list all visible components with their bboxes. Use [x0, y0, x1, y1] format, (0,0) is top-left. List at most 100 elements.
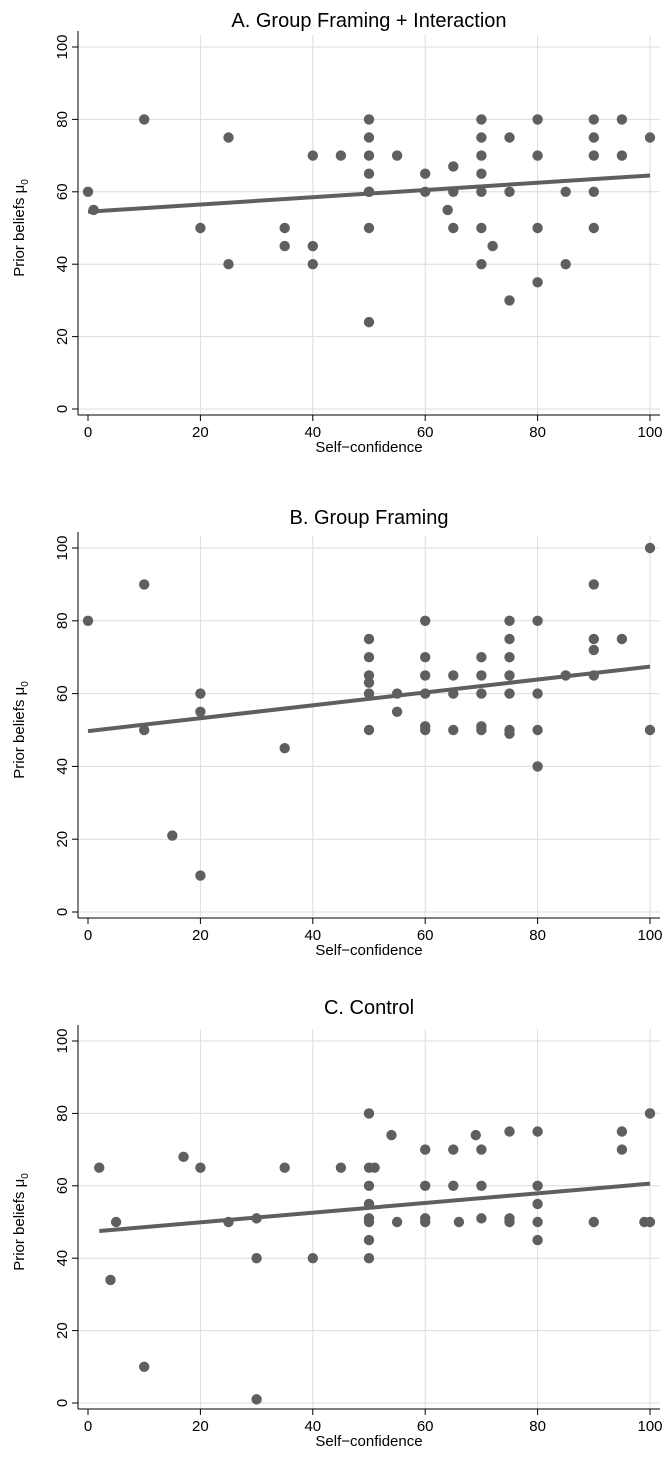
data-point	[195, 870, 205, 880]
data-point	[178, 1152, 188, 1162]
data-point	[448, 1144, 458, 1154]
y-tick-label: 0	[54, 1399, 71, 1407]
data-point	[364, 169, 374, 179]
data-point	[392, 707, 402, 717]
data-point	[420, 169, 430, 179]
y-axis-label-subscript: 0	[20, 681, 31, 687]
data-point	[589, 114, 599, 124]
data-point	[476, 114, 486, 124]
data-point	[476, 652, 486, 662]
data-point	[504, 1126, 514, 1136]
data-point	[195, 223, 205, 233]
data-point	[420, 1181, 430, 1191]
y-tick-label: 0	[54, 908, 71, 916]
y-axis-label-text: Prior beliefs μ	[11, 687, 28, 779]
data-point	[280, 223, 290, 233]
data-point	[645, 725, 655, 735]
data-point	[364, 725, 374, 735]
data-point	[476, 670, 486, 680]
data-point	[364, 1181, 374, 1191]
data-point	[532, 688, 542, 698]
data-point	[448, 670, 458, 680]
data-point	[532, 1181, 542, 1191]
data-point	[139, 725, 149, 735]
y-tick-label: 20	[54, 1322, 71, 1339]
data-point	[195, 688, 205, 698]
data-point	[364, 652, 374, 662]
y-tick-label: 40	[54, 1250, 71, 1267]
data-point	[420, 616, 430, 626]
data-point	[280, 241, 290, 251]
data-point	[392, 688, 402, 698]
data-point	[364, 317, 374, 327]
data-point	[364, 187, 374, 197]
data-point	[645, 132, 655, 142]
y-tick-label: 20	[54, 328, 71, 345]
data-point	[645, 1108, 655, 1118]
data-point	[386, 1130, 396, 1140]
x-tick-label: 0	[84, 927, 92, 944]
data-point	[420, 670, 430, 680]
data-point	[364, 150, 374, 160]
y-tick-label: 100	[54, 535, 71, 560]
data-point	[105, 1275, 115, 1285]
data-point	[280, 743, 290, 753]
data-point	[308, 1253, 318, 1263]
data-point	[561, 259, 571, 269]
data-point	[476, 1144, 486, 1154]
data-point	[392, 150, 402, 160]
y-tick-label: 100	[54, 1028, 71, 1053]
data-point	[476, 169, 486, 179]
data-point	[308, 259, 318, 269]
y-tick-label: 60	[54, 1177, 71, 1194]
data-point	[645, 1217, 655, 1227]
x-axis-label: Self−confidence	[315, 942, 422, 959]
chart-title: A. Group Framing + Interaction	[231, 10, 506, 32]
data-point	[223, 1217, 233, 1227]
data-point	[420, 187, 430, 197]
data-point	[487, 241, 497, 251]
data-point	[442, 205, 452, 215]
data-point	[308, 150, 318, 160]
data-point	[532, 616, 542, 626]
data-point	[364, 223, 374, 233]
y-tick-label: 40	[54, 256, 71, 273]
data-point	[251, 1253, 261, 1263]
data-point	[364, 1253, 374, 1263]
data-point	[504, 688, 514, 698]
data-point	[420, 652, 430, 662]
x-tick-label: 80	[529, 424, 546, 441]
data-point	[589, 223, 599, 233]
data-point	[532, 150, 542, 160]
data-point	[308, 241, 318, 251]
y-tick-label: 60	[54, 183, 71, 200]
data-point	[454, 1217, 464, 1227]
data-point	[476, 1181, 486, 1191]
data-point	[88, 205, 98, 215]
data-point	[589, 132, 599, 142]
data-point	[589, 634, 599, 644]
data-point	[476, 223, 486, 233]
data-point	[195, 1163, 205, 1173]
x-tick-label: 20	[192, 424, 209, 441]
y-axis-label-text: Prior beliefs μ	[11, 185, 28, 277]
data-point	[364, 688, 374, 698]
x-tick-label: 80	[529, 927, 546, 944]
data-point	[589, 1217, 599, 1227]
data-point	[364, 114, 374, 124]
data-point	[364, 677, 374, 687]
data-point	[223, 132, 233, 142]
data-point	[504, 132, 514, 142]
y-tick-label: 80	[54, 111, 71, 128]
data-point	[532, 223, 542, 233]
data-point	[476, 1213, 486, 1223]
x-tick-label: 20	[192, 1418, 209, 1435]
data-point	[504, 652, 514, 662]
data-point	[589, 645, 599, 655]
data-point	[471, 1130, 481, 1140]
data-point	[532, 1199, 542, 1209]
data-point	[364, 1199, 374, 1209]
data-point	[336, 1163, 346, 1173]
data-point	[364, 1108, 374, 1118]
data-point	[420, 1144, 430, 1154]
